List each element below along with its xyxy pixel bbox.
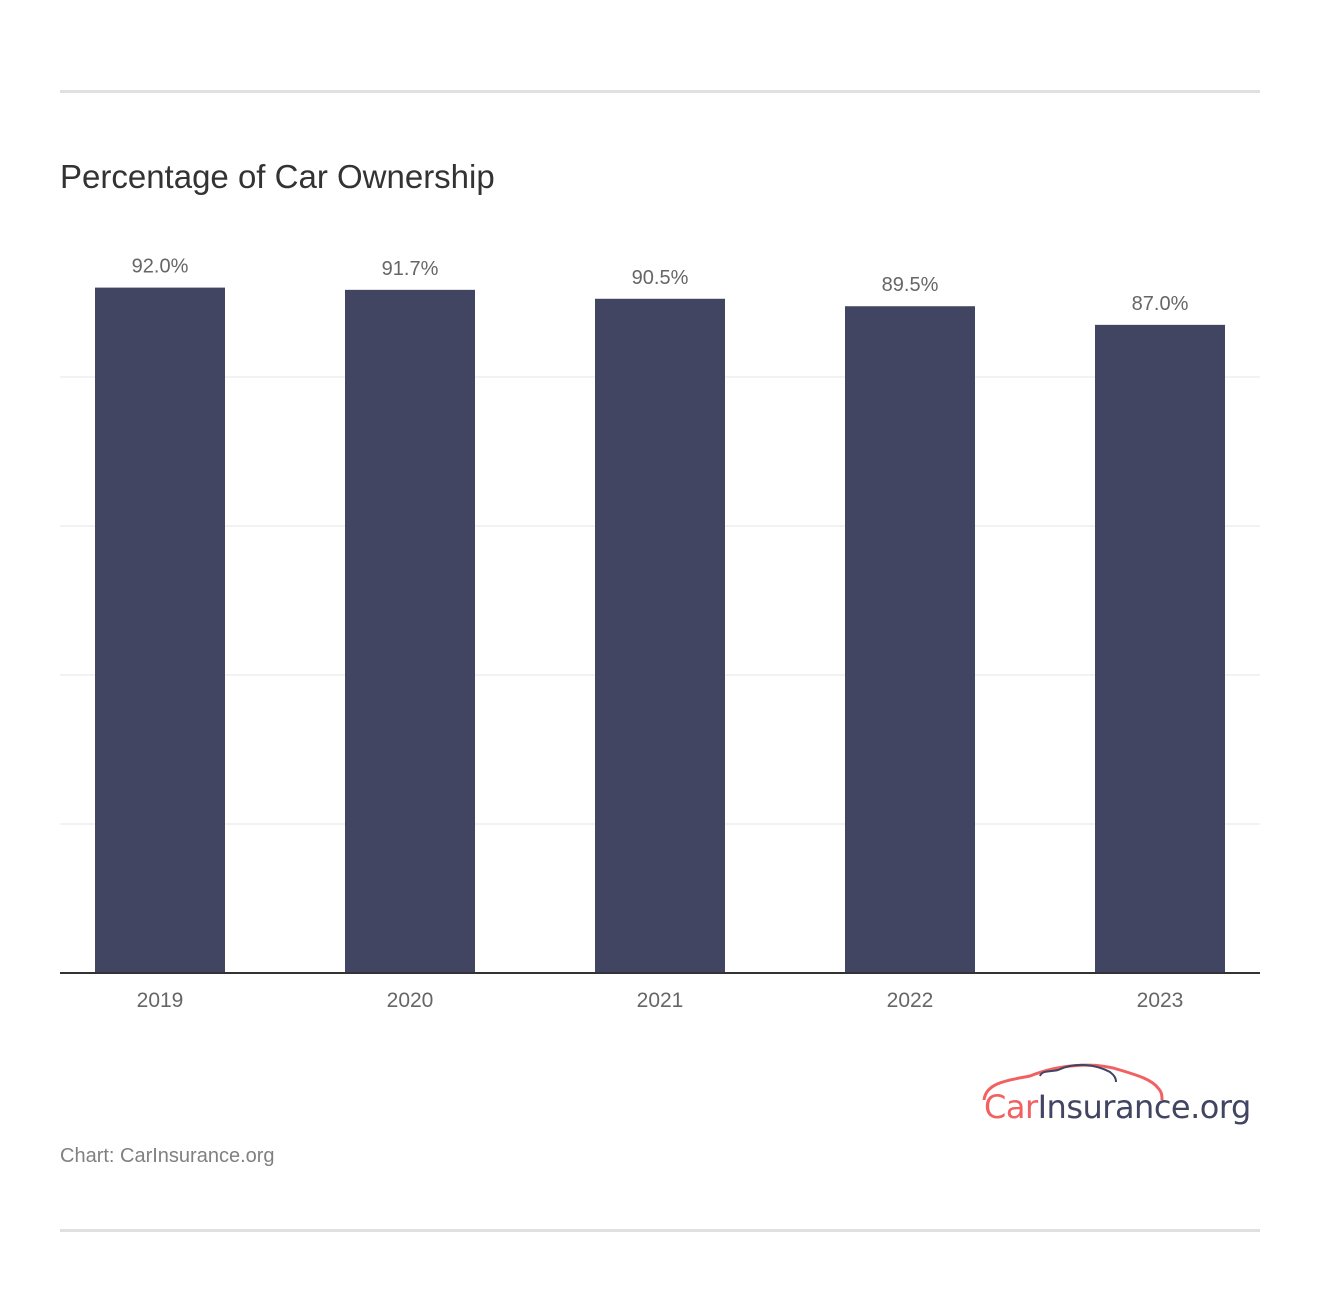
bottom-divider	[60, 1229, 1260, 1232]
bar-2020	[345, 289, 475, 974]
x-tick-label: 2019	[137, 989, 184, 1012]
data-label: 89.5%	[882, 274, 939, 296]
bar-2021	[595, 298, 725, 973]
car-outline-icon	[982, 1063, 1164, 1101]
carinsurance-logo: CarInsurance.org	[980, 1060, 1251, 1130]
x-tick-label: 2021	[637, 989, 684, 1012]
data-label: 92.0%	[132, 256, 189, 278]
chart-title: Percentage of Car Ownership	[60, 158, 495, 195]
bar-2022	[845, 306, 975, 974]
data-label: 91.7%	[382, 258, 439, 280]
bar-2019	[95, 287, 225, 974]
x-tick-label: 2022	[887, 989, 934, 1012]
chart-source: Chart: CarInsurance.org	[60, 1145, 275, 1167]
data-label: 90.5%	[632, 267, 689, 289]
bar-chart: 92.0% 2019 91.7% 2020 90.5% 2021 89.5% 2022 87.0…	[60, 256, 1260, 1012]
logo-text: CarInsurance.org	[984, 1088, 1251, 1126]
top-divider	[60, 90, 1260, 93]
bar-2023	[1095, 324, 1225, 974]
x-tick-label: 2023	[1137, 989, 1184, 1012]
data-label: 87.0%	[1132, 293, 1189, 315]
x-tick-label: 2020	[387, 989, 434, 1012]
